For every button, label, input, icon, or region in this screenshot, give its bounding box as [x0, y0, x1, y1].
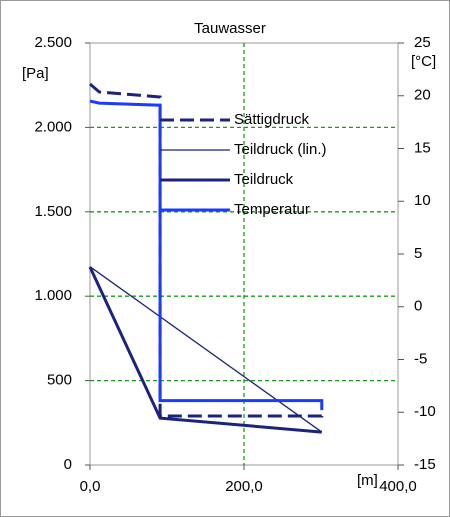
legend-label: Sättigdruck: [234, 111, 310, 128]
x-axis-label: [m]: [357, 472, 378, 489]
y2-tick-label: 20: [414, 87, 431, 104]
y-tick-label: 0: [64, 456, 72, 473]
x-tick-label: 200,0: [225, 478, 263, 495]
y2-axis-label: [°C]: [411, 53, 436, 70]
y-tick-label: 500: [47, 372, 72, 389]
y-tick-label: 2.500: [34, 34, 72, 51]
legend-label: Temperatur: [234, 201, 310, 218]
x-tick-label: 400,0: [379, 478, 417, 495]
y2-tick-label: -5: [414, 350, 427, 367]
legend-label: Teildruck (lin.): [234, 141, 327, 158]
y2-tick-label: -15: [414, 456, 436, 473]
y-axis-label: [Pa]: [22, 65, 49, 82]
y2-tick-label: 25: [414, 34, 431, 51]
y-tick-label: 1.500: [34, 203, 72, 220]
y2-tick-label: 10: [414, 192, 431, 209]
y-tick-label: 2.000: [34, 118, 72, 135]
series-line: [89, 99, 324, 411]
y2-tick-label: -10: [414, 403, 436, 420]
y-tick-label: 1.000: [34, 287, 72, 304]
y2-tick-label: 0: [414, 298, 422, 315]
legend-label: Teildruck: [234, 171, 294, 188]
x-tick-label: 0,0: [80, 478, 101, 495]
series-line: [89, 266, 323, 433]
y2-tick-label: 5: [414, 245, 422, 262]
chart-title: Tauwasser: [194, 20, 266, 37]
series-line: [88, 266, 322, 434]
y2-tick-label: 15: [414, 139, 431, 156]
